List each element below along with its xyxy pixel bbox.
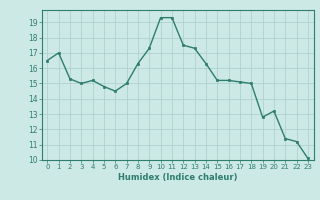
X-axis label: Humidex (Indice chaleur): Humidex (Indice chaleur) — [118, 173, 237, 182]
